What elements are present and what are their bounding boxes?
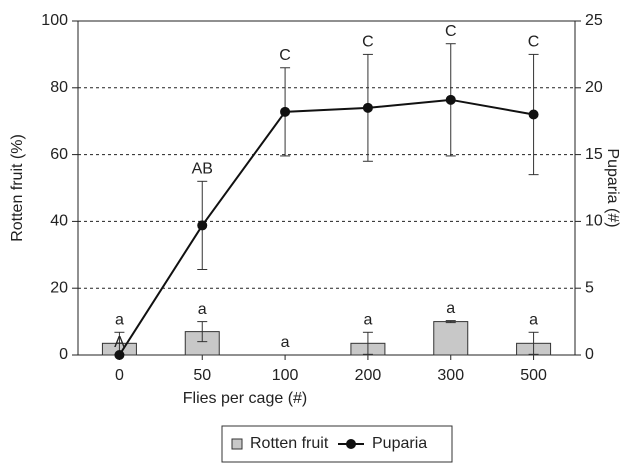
x-tick-label: 200 <box>355 367 382 384</box>
y-tick-label: 20 <box>50 279 68 296</box>
y-tick-label: 100 <box>41 12 68 29</box>
y-axis-title: Rotten fruit (%) <box>9 134 26 242</box>
legend-label: Puparia <box>372 435 427 452</box>
legend-label: Rotten fruit <box>250 435 329 452</box>
significance-letter: A <box>114 334 125 351</box>
x-axis-title: Flies per cage (#) <box>183 390 308 407</box>
y2-tick-label: 0 <box>585 346 594 363</box>
line <box>118 98 534 356</box>
y-tick-label: 80 <box>50 79 68 96</box>
marker <box>528 109 539 120</box>
significance-letter: a <box>198 301 207 318</box>
marker <box>197 220 208 231</box>
y2-tick-label: 10 <box>585 213 603 230</box>
bar <box>433 321 469 356</box>
legend-marker <box>346 439 356 449</box>
significance-letter: C <box>279 47 291 64</box>
x-tick-label: 500 <box>520 367 547 384</box>
y-tick-label: 40 <box>50 213 68 230</box>
significance-letter: a <box>446 300 455 317</box>
marker <box>114 350 125 360</box>
x-tick-label: 300 <box>437 367 464 384</box>
marker <box>445 94 456 105</box>
x-tick-label: 50 <box>193 367 211 384</box>
y2-tick-label: 15 <box>585 146 603 163</box>
significance-letter: a <box>529 312 538 329</box>
x-tick-label: 100 <box>272 367 299 384</box>
y2-tick-label: 5 <box>585 279 594 296</box>
plot-frame <box>77 20 576 356</box>
marker <box>362 102 373 113</box>
legend-box <box>221 425 453 463</box>
y2-tick-label: 20 <box>585 79 603 96</box>
significance-letter: AB <box>192 161 213 178</box>
significance-letter: a <box>281 334 290 351</box>
legend-swatch <box>231 438 243 450</box>
y2-axis-title: Puparia (#) <box>604 148 621 227</box>
x-tick-label: 0 <box>115 367 124 384</box>
significance-letter: C <box>445 23 457 40</box>
marker <box>280 106 291 117</box>
significance-letter: a <box>115 312 124 329</box>
y-tick-label: 60 <box>50 146 68 163</box>
y-tick-label: 0 <box>59 346 68 363</box>
significance-letter: C <box>528 34 540 51</box>
significance-letter: C <box>362 34 374 51</box>
significance-letter: a <box>363 312 372 329</box>
y2-tick-label: 25 <box>585 12 603 29</box>
